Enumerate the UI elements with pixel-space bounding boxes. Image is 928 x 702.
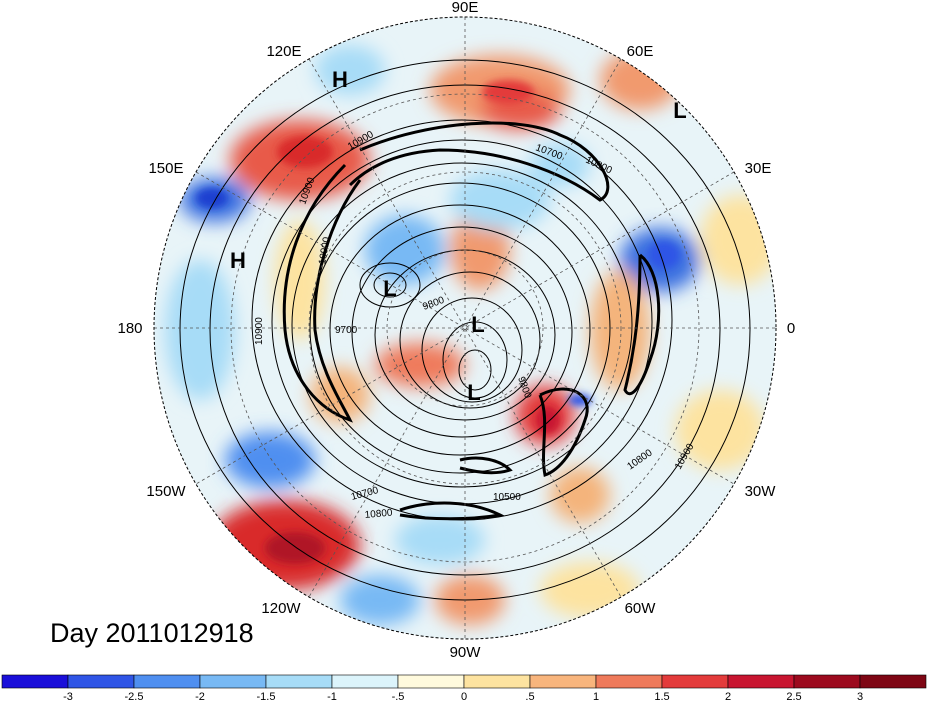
- colorbar-swatch: [595, 674, 663, 689]
- colorbar-swatch: [331, 674, 399, 689]
- lon-label-60e: 60E: [627, 43, 654, 60]
- colorbar-swatch: [793, 674, 861, 689]
- colorbar-tick-label: 1: [593, 691, 599, 702]
- colorbar-swatch: [133, 674, 201, 689]
- lon-label-150w: 150W: [146, 483, 186, 500]
- colorbar-swatch: [661, 674, 729, 689]
- colorbar-swatch: [529, 674, 597, 689]
- map-title: Day 2011012918: [50, 618, 254, 648]
- contour-label: 10500: [493, 492, 521, 503]
- colorbar-tick-label: 2.5: [786, 691, 801, 702]
- contour-label: 10900: [317, 236, 333, 266]
- lon-label-30w: 30W: [745, 483, 777, 500]
- colorbar-swatch: [397, 674, 465, 689]
- colorbar-tick-label: .5: [525, 691, 534, 702]
- low-marker: L: [467, 380, 480, 405]
- colorbar-swatch: [859, 674, 927, 689]
- colorbar-swatch: [1, 674, 69, 689]
- colorbar-swatch: [67, 674, 135, 689]
- anomaly-cores: [196, 80, 680, 564]
- colorbar-tick-label: -1: [327, 691, 337, 702]
- lon-label-120w: 120W: [261, 600, 301, 617]
- high-marker: H: [332, 67, 348, 92]
- lon-label-60w: 60W: [625, 600, 657, 617]
- colorbar-swatch: [463, 674, 531, 689]
- graticule: [154, 17, 776, 639]
- low-marker: L: [471, 312, 484, 337]
- colorbar-tick-label: 2: [725, 691, 731, 702]
- colorbar: -3 -2.5 -2 -1.5 -1 -.5 0 .5 1 1.5 2 2.5 3: [1, 674, 927, 702]
- lon-label-90e: 90E: [452, 0, 479, 16]
- colorbar-tick-label: -.5: [392, 691, 405, 702]
- jet-contours: [282, 121, 661, 521]
- lon-label-90w: 90W: [450, 644, 482, 661]
- contour-label: 10800: [364, 508, 393, 521]
- colorbar-tick-label: 3: [857, 691, 863, 702]
- anomaly-field: [154, 17, 776, 639]
- high-marker: H: [230, 248, 246, 273]
- colorbar-tick-label: 0: [461, 691, 467, 702]
- colorbar-tick-label: -2.5: [125, 691, 144, 702]
- colorbar-swatch: [727, 674, 795, 689]
- colorbar-tick-label: -2: [195, 691, 205, 702]
- low-marker: L: [383, 276, 396, 301]
- colorbar-tick-label: -1.5: [257, 691, 276, 702]
- colorbar-swatch: [265, 674, 333, 689]
- map-boundary: [153, 16, 777, 640]
- colorbar-tick-label: 1.5: [654, 691, 669, 702]
- colorbar-swatch: [199, 674, 267, 689]
- lon-label-120e: 120E: [266, 43, 301, 60]
- low-marker: L: [673, 98, 686, 123]
- colorbar-tick-label: -3: [63, 691, 73, 702]
- contour-label: 9700: [335, 325, 358, 336]
- lon-label-150e: 150E: [148, 160, 183, 177]
- lon-label-180: 180: [117, 320, 142, 337]
- lon-label-0: 0: [787, 320, 795, 337]
- lon-label-30e: 30E: [745, 160, 772, 177]
- contour-label: 10900: [254, 317, 265, 345]
